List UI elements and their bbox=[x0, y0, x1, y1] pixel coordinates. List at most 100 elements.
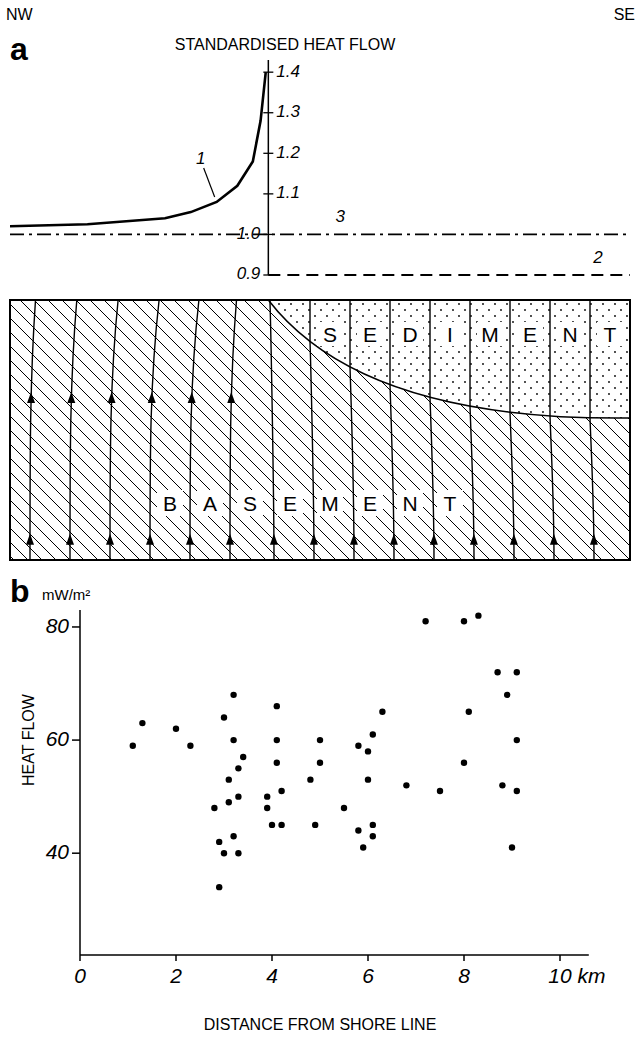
plot-area bbox=[130, 612, 520, 890]
letter-ground bbox=[397, 322, 423, 346]
x-tick-label: 8 bbox=[458, 964, 470, 987]
flow-line bbox=[70, 300, 77, 560]
data-point bbox=[307, 776, 313, 782]
data-point bbox=[494, 669, 500, 675]
x-tick-label: 4 bbox=[266, 964, 278, 987]
flow-arrow bbox=[186, 534, 194, 545]
series-label: 3 bbox=[336, 207, 346, 226]
data-point bbox=[499, 782, 505, 788]
heat-flow-line bbox=[268, 274, 630, 276]
data-point bbox=[461, 760, 467, 766]
data-point bbox=[355, 827, 361, 833]
y-tick-label: 60 bbox=[46, 727, 70, 750]
flow-arrow bbox=[226, 534, 234, 545]
x-tick bbox=[271, 955, 273, 961]
data-point bbox=[370, 822, 376, 828]
flow-arrow bbox=[108, 392, 116, 403]
sediment-letter: E bbox=[363, 323, 377, 346]
flow-line bbox=[150, 300, 159, 560]
data-point bbox=[403, 782, 409, 788]
flow-arrow bbox=[67, 392, 75, 403]
flow-arrow bbox=[27, 392, 35, 403]
y-tick bbox=[72, 739, 80, 741]
x-tick bbox=[175, 955, 177, 961]
x-tick-label: 10 km bbox=[548, 964, 605, 987]
data-point bbox=[514, 669, 520, 675]
data-point bbox=[514, 788, 520, 794]
data-point bbox=[235, 765, 241, 771]
letter-ground bbox=[557, 322, 583, 346]
data-point bbox=[264, 793, 270, 799]
y-axis bbox=[79, 610, 81, 955]
flow-line bbox=[190, 300, 199, 560]
data-point bbox=[274, 703, 280, 709]
data-point bbox=[274, 760, 280, 766]
data-point bbox=[221, 850, 227, 856]
y-tick-label: 1.3 bbox=[276, 102, 300, 121]
data-point bbox=[341, 805, 347, 811]
section-frame bbox=[10, 300, 630, 560]
data-point bbox=[317, 760, 323, 766]
data-point bbox=[317, 737, 323, 743]
flow-arrow bbox=[550, 534, 558, 545]
data-point bbox=[226, 776, 232, 782]
flow-arrow bbox=[310, 534, 318, 545]
data-point bbox=[274, 737, 280, 743]
data-point bbox=[226, 799, 232, 805]
y-tick bbox=[72, 852, 80, 854]
letter-ground bbox=[517, 322, 543, 346]
flow-arrow bbox=[430, 534, 438, 545]
basement-letter: A bbox=[203, 492, 217, 515]
basement-letter: N bbox=[402, 492, 417, 515]
direction-label: SE bbox=[614, 6, 635, 23]
basement-letter: S bbox=[243, 492, 257, 515]
letter-ground bbox=[437, 322, 463, 346]
flow-line bbox=[110, 300, 118, 560]
flow-line bbox=[390, 300, 394, 560]
flow-arrow bbox=[188, 392, 196, 403]
y-tick-label: 1.0 bbox=[237, 224, 261, 243]
letter-ground bbox=[477, 322, 503, 346]
letter-ground bbox=[277, 490, 303, 516]
y-tick bbox=[263, 193, 273, 194]
letter-ground bbox=[357, 490, 383, 516]
y-unit: mW/m² bbox=[42, 586, 90, 603]
data-point bbox=[187, 743, 193, 749]
flow-line bbox=[430, 300, 434, 560]
flow-line bbox=[270, 300, 274, 560]
section-ground bbox=[10, 300, 630, 560]
data-point bbox=[230, 737, 236, 743]
data-point bbox=[509, 844, 515, 850]
data-point bbox=[461, 618, 467, 624]
data-point bbox=[230, 692, 236, 698]
label-leader bbox=[204, 168, 215, 197]
flow-line bbox=[310, 300, 314, 560]
sediment-letter: M bbox=[481, 323, 499, 346]
letter-ground bbox=[317, 490, 343, 516]
y-axis bbox=[268, 60, 270, 275]
sediment-letter: E bbox=[523, 323, 537, 346]
x-tick-label: 0 bbox=[74, 964, 86, 987]
figure: NWSEaSTANDARDISED HEAT FLOW0.91.01.11.21… bbox=[0, 0, 641, 1056]
cross-section: SEDIMENTBASEMENT bbox=[10, 300, 630, 560]
data-point bbox=[211, 805, 217, 811]
flow-arrow bbox=[270, 534, 278, 545]
y-tick-label: 1.4 bbox=[276, 62, 300, 81]
y-tick-label: 1.1 bbox=[276, 183, 300, 202]
data-point bbox=[269, 822, 275, 828]
letter-ground bbox=[437, 490, 463, 516]
data-point bbox=[360, 844, 366, 850]
letter-ground bbox=[157, 490, 183, 516]
letter-ground bbox=[397, 490, 423, 516]
flow-arrow bbox=[590, 534, 598, 545]
y-tick bbox=[72, 626, 80, 628]
data-point bbox=[514, 737, 520, 743]
data-point bbox=[278, 822, 284, 828]
y-tick-label: 1.2 bbox=[276, 143, 300, 162]
data-point bbox=[173, 726, 179, 732]
flow-arrow bbox=[350, 534, 358, 545]
flow-arrow bbox=[227, 392, 235, 403]
letter-ground bbox=[597, 322, 623, 346]
letter-ground bbox=[317, 322, 343, 346]
flow-arrow bbox=[148, 392, 156, 403]
